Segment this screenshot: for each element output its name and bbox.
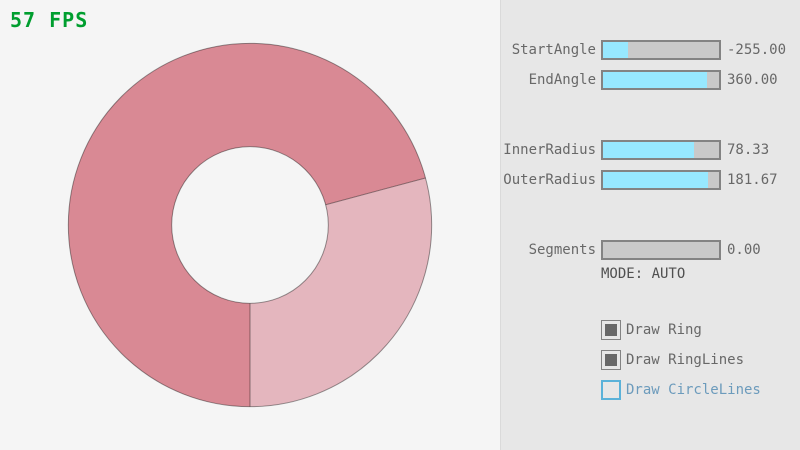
ring-sector-single-pass [250,177,432,407]
segments-value: 0.00 [727,242,761,258]
outerradius-slider-fill [603,172,709,188]
outerradius-slider[interactable] [601,170,721,190]
checkmark-fill [605,354,617,366]
draw-ring-label: Draw Ring [626,322,702,338]
slider-row-outerradius: OuterRadius 181.67 [501,170,800,190]
slider-row-startangle: StartAngle -255.00 [501,40,800,60]
ring-sector-double-pass [68,43,426,407]
endangle-value: 360.00 [727,72,778,88]
innerradius-value: 78.33 [727,142,770,158]
draw-circlelines-label: Draw CircleLines [626,382,761,398]
checkbox-row-draw-ring[interactable]: Draw Ring [501,320,800,340]
startangle-value: -255.00 [727,42,787,58]
draw-ringlines-label: Draw RingLines [626,352,745,368]
segments-label: Segments [528,242,596,258]
controls-panel: StartAngle -255.00 EndAngle 360.00 Inner… [500,0,800,450]
ring-inner-line [171,146,329,304]
segments-slider[interactable] [601,240,721,260]
startangle-slider-fill [603,42,629,58]
checkbox-row-draw-circlelines[interactable]: Draw CircleLines [501,380,800,400]
draw-ringlines-checkbox[interactable] [601,350,621,370]
innerradius-slider-fill [603,142,694,158]
draw-circlelines-checkbox[interactable] [601,380,621,400]
outerradius-value: 181.67 [727,172,778,188]
outerradius-label: OuterRadius [503,172,596,188]
slider-row-endangle: EndAngle 360.00 [501,70,800,90]
endangle-label: EndAngle [528,72,596,88]
innerradius-slider[interactable] [601,140,721,160]
endangle-slider-fill [603,72,708,88]
slider-row-innerradius: InnerRadius 78.33 [501,140,800,160]
ring-outer-line [67,42,433,408]
segments-mode-text: MODE: AUTO [601,266,686,282]
startangle-label: StartAngle [511,42,596,58]
draw-ring-checkbox[interactable] [601,320,621,340]
checkmark-fill [605,324,617,336]
checkbox-row-draw-ringlines[interactable]: Draw RingLines [501,350,800,370]
fps-counter: 57 FPS [10,8,89,32]
startangle-slider[interactable] [601,40,721,60]
slider-row-segments: Segments 0.00 [501,240,800,260]
ring-radial-line-start [325,177,426,206]
endangle-slider[interactable] [601,70,721,90]
innerradius-label: InnerRadius [503,142,596,158]
